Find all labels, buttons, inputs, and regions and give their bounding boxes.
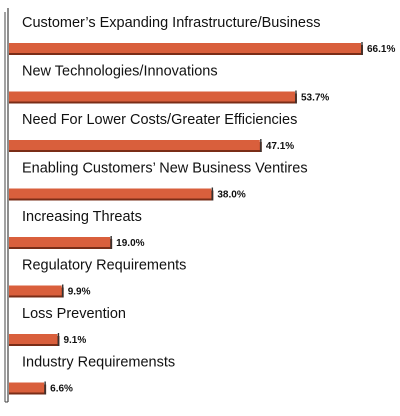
data-label: 19.0% <box>116 238 144 249</box>
data-label: 9.1% <box>63 335 86 346</box>
bar <box>9 91 295 102</box>
data-label: 6.6% <box>50 384 73 395</box>
category-label: Regulatory Requirements <box>22 258 186 274</box>
data-label: 38.0% <box>217 190 245 201</box>
data-label: 66.1% <box>367 44 395 55</box>
category-label: Customer’s Expanding Infrastructure/Busi… <box>22 15 320 31</box>
category-label: New Technologies/Innovations <box>22 64 218 80</box>
data-label: 53.7% <box>301 93 329 104</box>
bar <box>9 140 260 150</box>
bar <box>9 382 45 393</box>
category-label: Need For Lower Costs/Greater Efficiencie… <box>22 112 297 128</box>
category-label: Industry Requiremensts <box>22 355 175 371</box>
data-label: 9.9% <box>68 287 91 298</box>
data-label: 47.1% <box>266 141 294 152</box>
bar <box>9 334 58 344</box>
bar <box>9 188 212 199</box>
category-label: Loss Prevention <box>22 306 126 322</box>
bar <box>9 237 111 247</box>
category-label: Enabling Customers’ New Business Ventire… <box>22 161 308 177</box>
bar <box>9 43 361 53</box>
category-label: Increasing Threats <box>22 209 142 225</box>
bar <box>9 285 62 296</box>
